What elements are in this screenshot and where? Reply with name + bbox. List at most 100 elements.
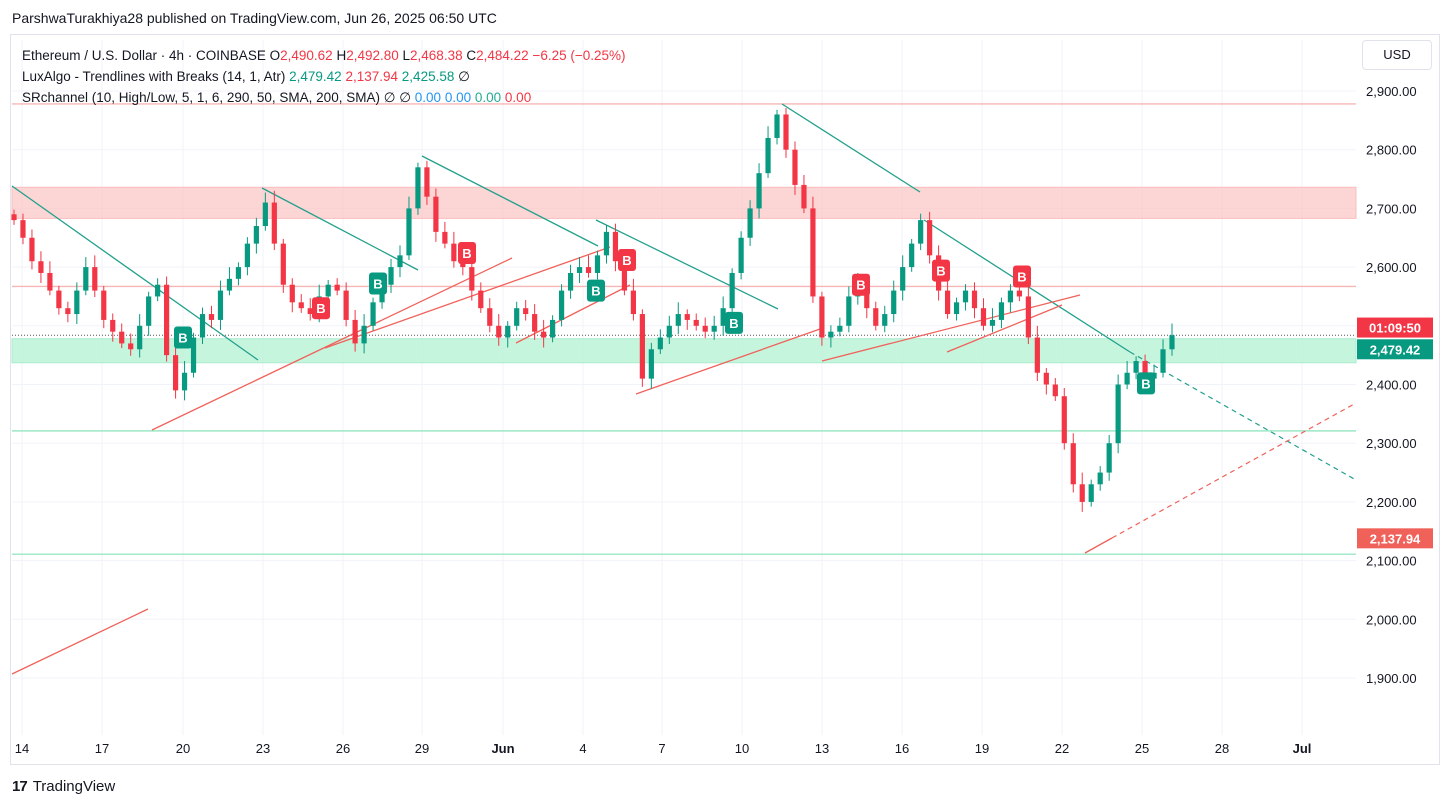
candle [747,208,753,238]
signal-badge: B [932,259,950,282]
candle [424,167,430,197]
candle [298,302,304,309]
candle [56,290,62,309]
trendline-up [324,246,611,349]
candle [953,302,960,315]
candle [217,290,224,320]
signal-badge-label: B [373,277,382,292]
candle [370,302,376,326]
signal-badge-label: B [178,331,187,346]
y-tick-label: 2,600.00 [1366,260,1417,275]
trendline-down [421,155,599,247]
candle [1034,337,1040,373]
currency-button[interactable]: USD [1362,40,1432,70]
indicator-2-v4: 0.00 [444,90,472,105]
time-axis: 14 17 20 23 26 29 Jun 4 7 10 13 16 19 22 25 28 Jul [15,741,1312,756]
signal-badge: B [458,242,476,265]
candle [819,296,825,338]
trendline-down [781,103,921,193]
y-tick-label: 2,900.00 [1366,84,1417,99]
x-tick-label: 25 [1135,741,1149,756]
candle [146,296,152,326]
candle [325,284,331,297]
signal-badge-box [174,326,192,349]
candle [900,267,906,291]
candle [110,319,116,332]
countdown-label-box [1357,317,1433,338]
candle [1133,361,1139,373]
signal-badge: B [618,249,636,272]
signal-badge-label: B [936,264,945,279]
candle [280,243,286,285]
candle [532,314,538,332]
candle [756,173,762,209]
signal-badge-box [618,249,636,272]
candle [666,325,672,338]
candle [774,114,780,138]
y-tick-label: 2,000.00 [1366,612,1417,627]
candle [460,261,466,268]
candle [271,202,277,244]
signal-badge-box [852,273,870,296]
candle [711,325,717,332]
candle [208,314,215,320]
candle [1088,484,1094,502]
candle [909,243,915,268]
trendline-down-projection [1129,351,1357,481]
candle [1052,384,1058,397]
y-tick-label: 2,200.00 [1366,495,1417,510]
candle [361,325,367,344]
candle [334,284,340,291]
candle [998,302,1005,320]
candle [846,296,852,326]
x-tick-label: 28 [1215,741,1229,756]
price-labels: 01:09:50 2,479.42 2,137.94 [1357,317,1433,549]
open-label: O [269,48,281,63]
candle [971,290,978,309]
candle [684,314,690,320]
candle [873,308,879,326]
legend-symbol-row: Ethereum / U.S. Dollar · 4h · COINBASE O… [22,45,626,66]
candle [1043,372,1049,385]
candle [882,314,888,326]
candle [612,231,619,262]
indicator-1-v3: 2,425.58 [401,69,455,84]
signal-badge-box [369,272,387,295]
candle [38,261,44,273]
candle [352,319,358,344]
legend-indicator-2[interactable]: SRchannel (10, High/Low, 5, 1, 6, 290, 5… [22,87,626,108]
candle [83,267,89,291]
candle [11,214,17,221]
y-tick-label: 2,700.00 [1366,201,1417,216]
close-value: 2,484.22 [476,48,529,63]
y-tick-label: 2,100.00 [1366,554,1417,569]
candle [505,325,511,338]
candle [648,349,654,379]
signal-badge-label: B [462,246,471,261]
candle [388,267,394,285]
candle [621,261,628,291]
trendline-down [595,219,779,310]
candle [74,290,80,315]
candle [783,114,789,150]
signal-badge-label: B [1141,376,1150,391]
legend-indicator-1[interactable]: LuxAlgo - Trendlines with Breaks (14, 1,… [22,66,626,87]
candle [828,331,834,338]
footer: 17 TradingView [12,778,115,795]
candle [289,284,295,303]
candle [1115,384,1121,444]
lower-band-label-box [1357,528,1433,549]
legend: Ethereum / U.S. Dollar · 4h · COINBASE O… [22,45,626,108]
indicator-2-v6: 0.00 [504,90,532,105]
y-tick-label: 2,400.00 [1366,378,1417,393]
candle [944,290,951,315]
trendline-up [635,328,821,395]
candle [478,290,484,309]
candle [172,355,179,391]
candle [801,184,807,209]
candle [738,237,744,273]
signal-badge-box [587,279,605,302]
candle [657,337,663,350]
trendline-down [11,185,259,361]
